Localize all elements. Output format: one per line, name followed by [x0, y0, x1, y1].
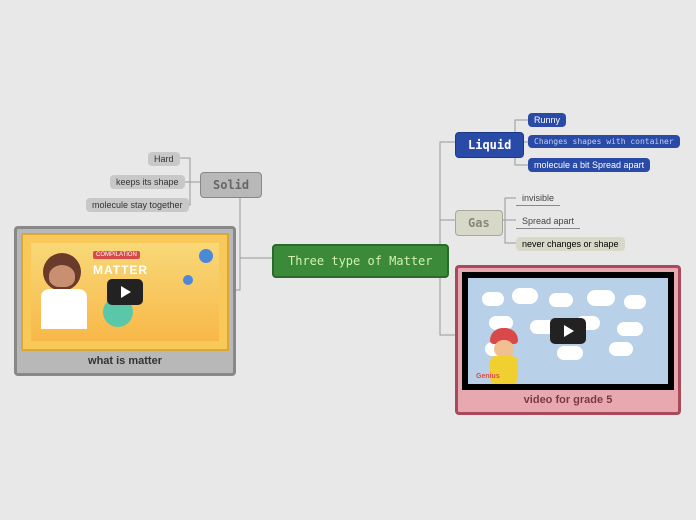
liquid-label: Liquid	[468, 138, 511, 152]
gas-leaf-never[interactable]: never changes or shape	[516, 237, 625, 251]
play-icon[interactable]	[550, 318, 586, 344]
video-caption-right: video for grade 5	[462, 390, 674, 408]
video-thumb-left[interactable]: MATTER COMPILATION	[21, 233, 229, 351]
video-card-right[interactable]: Genius video for grade 5	[455, 265, 681, 415]
liquid-node[interactable]: Liquid	[455, 132, 524, 158]
gas-leaf-spread[interactable]: Spread apart	[516, 214, 580, 229]
solid-leaf-molecule[interactable]: molecule stay together	[86, 198, 189, 212]
center-node[interactable]: Three type of Matter	[272, 244, 449, 278]
liquid-leaf-changes[interactable]: Changes shapes with container	[528, 135, 680, 148]
video-card-left[interactable]: MATTER COMPILATION what is matter	[14, 226, 236, 376]
gas-leaf-invisible[interactable]: invisible	[516, 191, 560, 206]
video-thumb-right[interactable]: Genius	[462, 272, 674, 390]
solid-leaf-keeps[interactable]: keeps its shape	[110, 175, 185, 189]
solid-leaf-hard[interactable]: Hard	[148, 152, 180, 166]
liquid-leaf-runny[interactable]: Runny	[528, 113, 566, 127]
center-label: Three type of Matter	[288, 254, 433, 268]
solid-node[interactable]: Solid	[200, 172, 262, 198]
liquid-leaf-spread[interactable]: molecule a bit Spread apart	[528, 158, 650, 172]
gas-node[interactable]: Gas	[455, 210, 503, 236]
solid-label: Solid	[213, 178, 249, 192]
play-icon[interactable]	[107, 279, 143, 305]
gas-label: Gas	[468, 216, 490, 230]
video-caption-left: what is matter	[21, 351, 229, 369]
